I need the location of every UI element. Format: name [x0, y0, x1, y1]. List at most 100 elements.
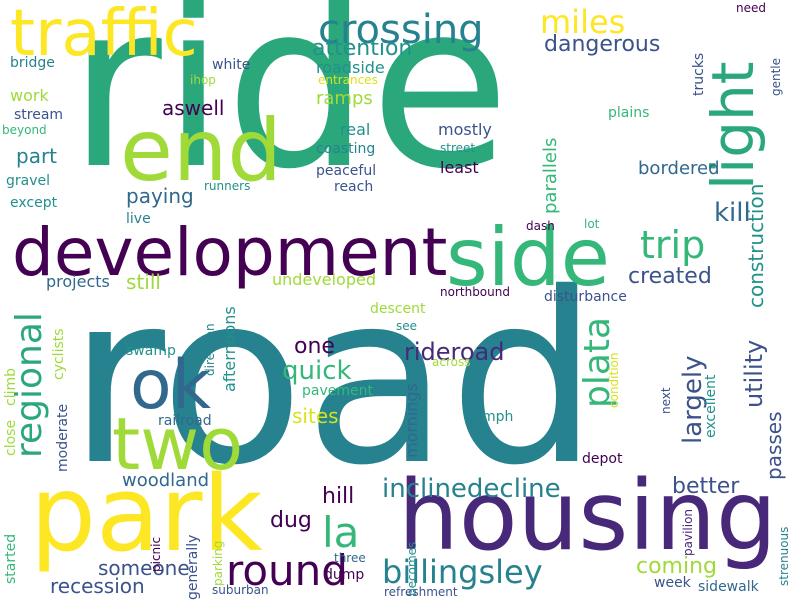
word-three: three [334, 551, 366, 565]
word-moderate: moderate [55, 403, 71, 472]
word-woodland: woodland [122, 470, 210, 491]
word-across: across [432, 355, 471, 369]
word-pavilion: pavilion [681, 508, 695, 556]
word-gentle: gentle [769, 57, 783, 96]
word-disturbance: disturbance [544, 289, 627, 305]
word-afternoons: afternoons [220, 306, 239, 392]
word-round: round [226, 546, 348, 595]
word-one: one [294, 334, 335, 359]
word-ok: ok [130, 346, 211, 425]
word-construction: construction [744, 183, 768, 308]
word-next: next [659, 387, 673, 414]
word-traffic: traffic [10, 0, 198, 71]
word-trucks: trucks [691, 52, 707, 96]
word-least: least [440, 158, 479, 177]
word-coming: coming [636, 554, 718, 579]
word-sites: sites [292, 404, 339, 428]
word-need: need [736, 1, 766, 15]
word-peaceful: peaceful [316, 163, 377, 179]
word-passes: passes [762, 411, 786, 480]
word-suburban: suburban [212, 583, 269, 597]
word-descent: descent [370, 301, 426, 317]
word-inclinedecline: inclinedecline [382, 474, 561, 504]
word-ramps: ramps [316, 88, 373, 109]
word-dump: dump [324, 567, 365, 583]
word-dash: dash [526, 219, 555, 233]
word-gravel: gravel [6, 173, 51, 189]
word-hill: hill [322, 484, 355, 509]
word-kill: kill [714, 198, 751, 228]
word-roadside: roadside [316, 58, 385, 77]
word-lot: lot [584, 217, 600, 231]
word-close: close [3, 419, 19, 456]
word-started: started [3, 533, 19, 584]
word-direction: direction [203, 323, 217, 376]
word-attention: attention [312, 36, 413, 61]
word-projects: projects [46, 272, 110, 291]
word-strenuous: strenuous [777, 526, 791, 586]
word-road: road [68, 242, 599, 517]
word-generally: generally [185, 534, 201, 600]
word-work: work [10, 86, 49, 105]
word-recession: recession [50, 574, 145, 598]
word-excellent: excellent [703, 374, 719, 438]
word-park: park [30, 453, 263, 575]
word-condition: condition [607, 352, 621, 408]
word-miles: miles [540, 3, 626, 41]
word-created: created [628, 264, 712, 289]
word-live: live [126, 211, 151, 227]
word-aswell: aswell [162, 96, 225, 120]
word-see: see [396, 319, 418, 333]
word-part: part [16, 144, 58, 168]
word-end: end [120, 101, 283, 201]
word-climb: climb [3, 367, 19, 406]
word-billingsley: billingsley [382, 553, 543, 591]
word-bridge: bridge [10, 55, 55, 71]
word-swamp: swamp [126, 343, 176, 359]
word-development: development [12, 214, 448, 291]
word-crossing: crossing [318, 7, 484, 53]
word-someone: someone [98, 556, 190, 580]
word-mostly: mostly [438, 120, 492, 139]
word-paying: paying [126, 184, 194, 208]
word-white: white [212, 57, 251, 73]
word-ihop: ihop [190, 73, 216, 87]
word-parking: parking [211, 540, 225, 586]
word-week: week [654, 575, 691, 591]
word-beyond: beyond [2, 123, 47, 137]
word-utility: utility [740, 339, 768, 408]
word-la: la [322, 508, 360, 557]
word-quick: quick [282, 356, 352, 386]
word-coasting: coasting [316, 141, 376, 157]
word-parallels: parallels [540, 137, 561, 214]
word-street: street [440, 141, 476, 155]
word-still: still [126, 270, 161, 294]
word-two: two [112, 402, 244, 486]
word-bordered: bordered [638, 158, 720, 179]
word-mph: mph [482, 409, 514, 425]
word-better: better [672, 474, 740, 499]
word-railroad: railroad [158, 413, 212, 429]
word-dug: dug [270, 508, 312, 533]
word-sidewalk: sidewalk [698, 579, 759, 595]
word-refreshment: refreshment [384, 585, 458, 599]
word-depot: depot [582, 451, 623, 467]
word-mornings: mornings [402, 383, 421, 458]
word-picnic: picnic [149, 536, 163, 572]
word-real: real [340, 120, 371, 139]
word-stream: stream [14, 107, 64, 123]
word-northbound: northbound [440, 285, 510, 299]
word-pavement: pavement [302, 383, 373, 399]
word-housing: housing [398, 460, 777, 572]
word-side: side [446, 211, 610, 304]
word-reach: reach [334, 179, 374, 195]
word-plains: plains [608, 105, 650, 121]
word-rideroad: rideroad [404, 338, 505, 366]
word-trip: trip [640, 223, 706, 267]
word-entrances: entrances [318, 73, 378, 87]
word-except: except [10, 195, 58, 211]
word-cyclists: cyclists [51, 328, 67, 380]
word-runners: runners [204, 179, 251, 193]
word-dangerous: dangerous [544, 32, 661, 57]
